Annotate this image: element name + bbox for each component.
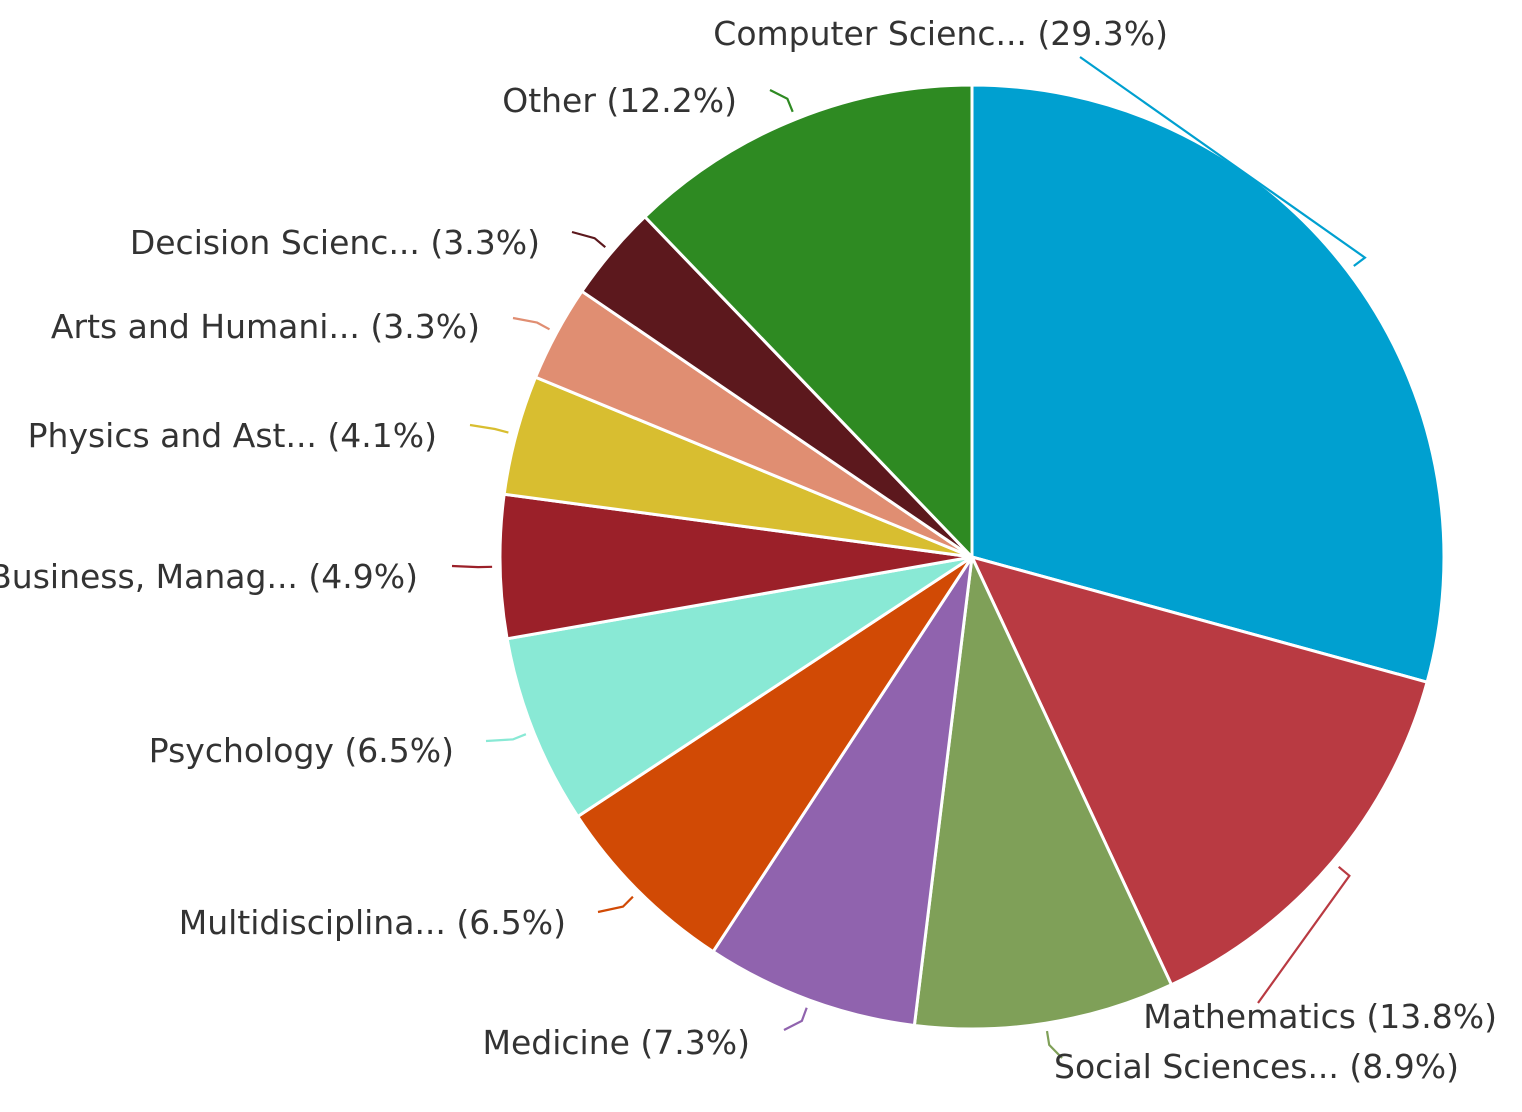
slice-label-decision-scienc: Decision Scienc... (3.3%) bbox=[130, 223, 540, 262]
slice-label-mathematics: Mathematics (13.8%) bbox=[1143, 997, 1497, 1036]
pie-slice-business-manag[interactable] bbox=[498, 492, 974, 641]
leader-line-business-manag bbox=[451, 564, 493, 569]
pie-slice-psychology[interactable] bbox=[505, 555, 974, 819]
leader-line-decision-scienc bbox=[571, 230, 607, 249]
leader-line-other bbox=[769, 89, 794, 113]
leader-line-mathematics bbox=[1257, 865, 1351, 1004]
leader-line-physics-and-ast bbox=[469, 423, 509, 434]
slice-label-multidisciplina: Multidisciplina... (6.5%) bbox=[179, 903, 566, 942]
pie-slice-multidisciplina[interactable] bbox=[576, 555, 974, 954]
slice-label-physics-and-ast: Physics and Ast... (4.1%) bbox=[28, 416, 437, 455]
slice-label-medicine: Medicine (7.3%) bbox=[483, 1023, 751, 1062]
leader-line-psychology bbox=[485, 733, 527, 743]
slice-label-social-sciences: Social Sciences... (8.9%) bbox=[1054, 1047, 1459, 1086]
slice-label-other: Other (12.2%) bbox=[502, 81, 737, 120]
leader-line-computer-scienc bbox=[1079, 56, 1367, 267]
leader-line-medicine bbox=[783, 1007, 808, 1031]
pie-slice-medicine[interactable] bbox=[711, 555, 974, 1027]
slice-label-computer-scienc: Computer Scienc... (29.3%) bbox=[713, 14, 1168, 53]
pie-slice-social-sciences[interactable] bbox=[912, 555, 1173, 1031]
slice-label-arts-and-humani: Arts and Humani... (3.3%) bbox=[51, 307, 480, 346]
pie-slice-other[interactable] bbox=[643, 83, 974, 559]
leader-line-multidisciplina bbox=[597, 895, 634, 914]
leader-line-arts-and-humani bbox=[512, 316, 551, 331]
pie-slice-computer-scienc[interactable] bbox=[970, 83, 1446, 684]
slice-label-business-manag: Business, Manag... (4.9%) bbox=[0, 557, 418, 596]
pie-slice-mathematics[interactable] bbox=[970, 555, 1429, 987]
slice-label-psychology: Psychology (6.5%) bbox=[149, 731, 454, 770]
leader-line-social-sciences bbox=[1045, 1030, 1063, 1059]
